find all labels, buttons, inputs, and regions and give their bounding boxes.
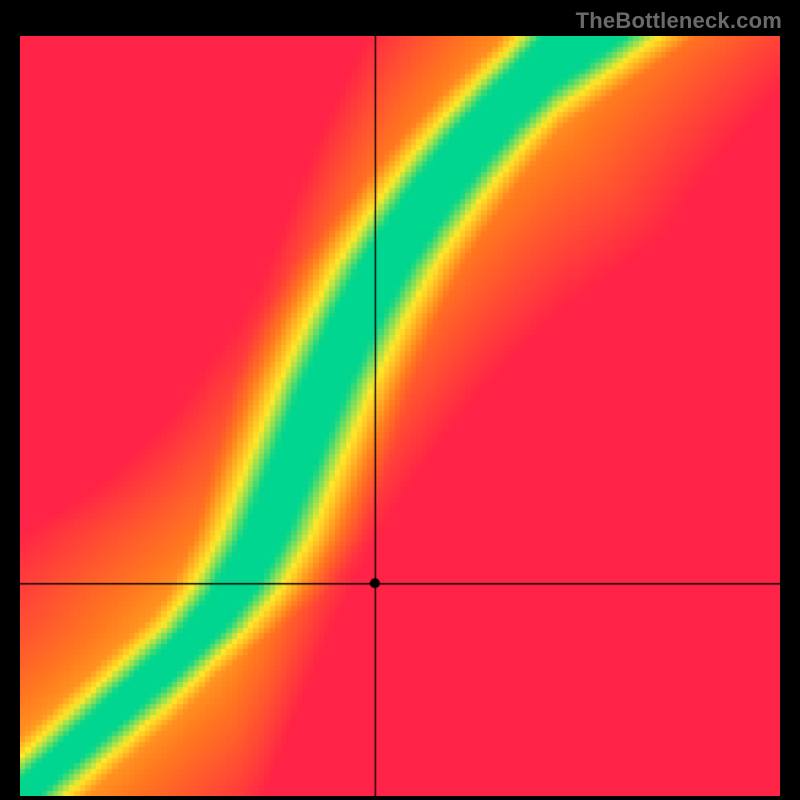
bottleneck-heatmap <box>20 36 780 796</box>
watermark-text: TheBottleneck.com <box>576 8 782 34</box>
